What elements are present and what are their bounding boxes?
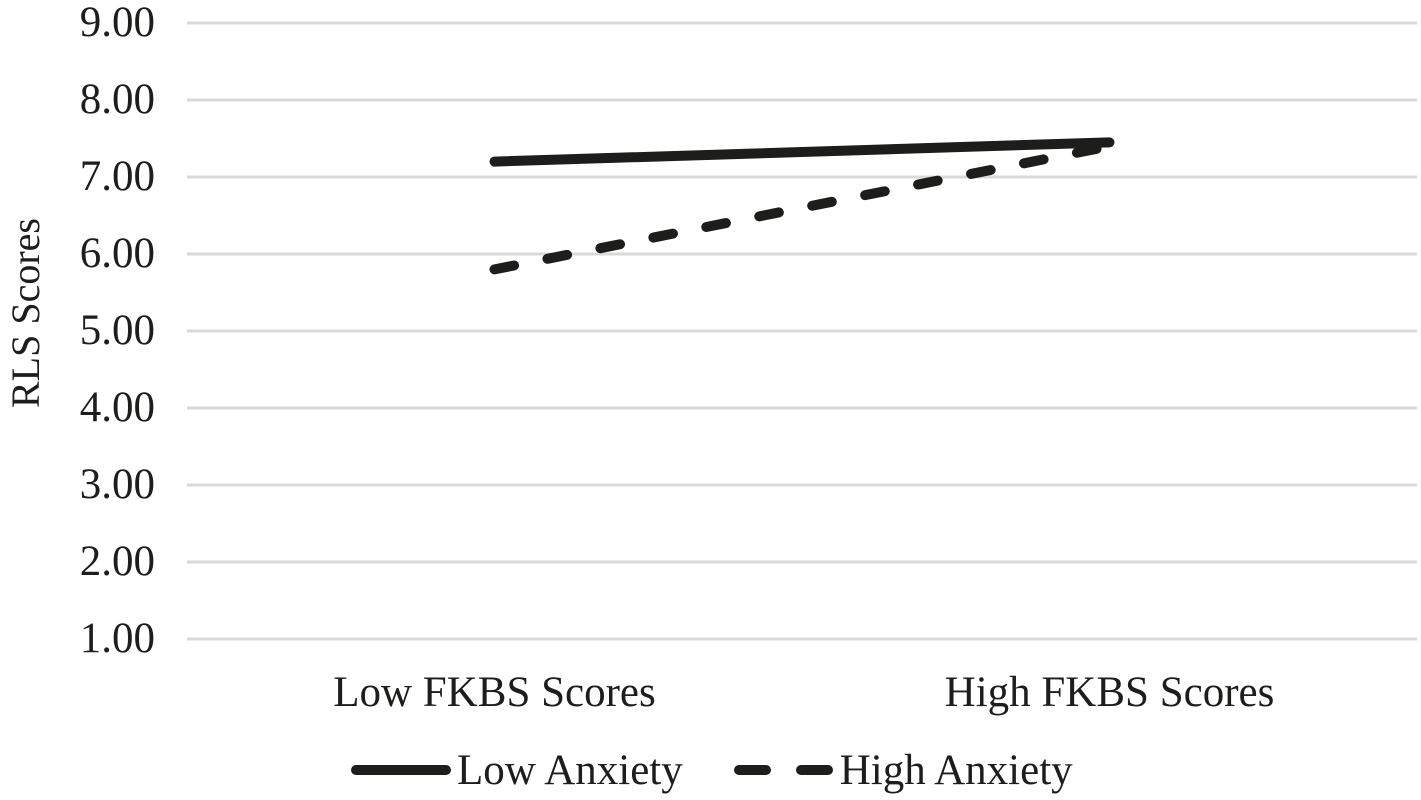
series-line-low-anxiety <box>489 137 1115 167</box>
legend: Low Anxiety High Anxiety <box>350 742 1073 798</box>
solid-line-swatch-icon <box>351 765 451 775</box>
legend-item-low-anxiety: Low Anxiety <box>350 746 683 795</box>
legend-label-high-anxiety: High Anxiety <box>839 746 1073 794</box>
dashed-line-swatch-icon <box>733 765 835 775</box>
y-tick-label: 3.00 <box>79 461 155 508</box>
y-tick-label: 4.00 <box>79 384 155 431</box>
series-line-high-anxiety <box>489 141 1115 275</box>
y-tick-label: 5.00 <box>79 307 155 354</box>
y-tick-label: 8.00 <box>79 76 155 123</box>
legend-label-low-anxiety: Low Anxiety <box>457 746 683 794</box>
y-tick-label: 9.00 <box>79 0 155 46</box>
legend-item-high-anxiety: High Anxiety <box>733 746 1073 795</box>
y-tick-label: 1.00 <box>79 615 155 662</box>
y-tick-label: 7.00 <box>79 153 155 200</box>
y-tick-label: 2.00 <box>79 538 155 585</box>
x-category-label-high: High FKBS Scores <box>944 669 1275 716</box>
y-tick-label: 6.00 <box>79 230 155 277</box>
x-category-label-low: Low FKBS Scores <box>333 669 656 716</box>
